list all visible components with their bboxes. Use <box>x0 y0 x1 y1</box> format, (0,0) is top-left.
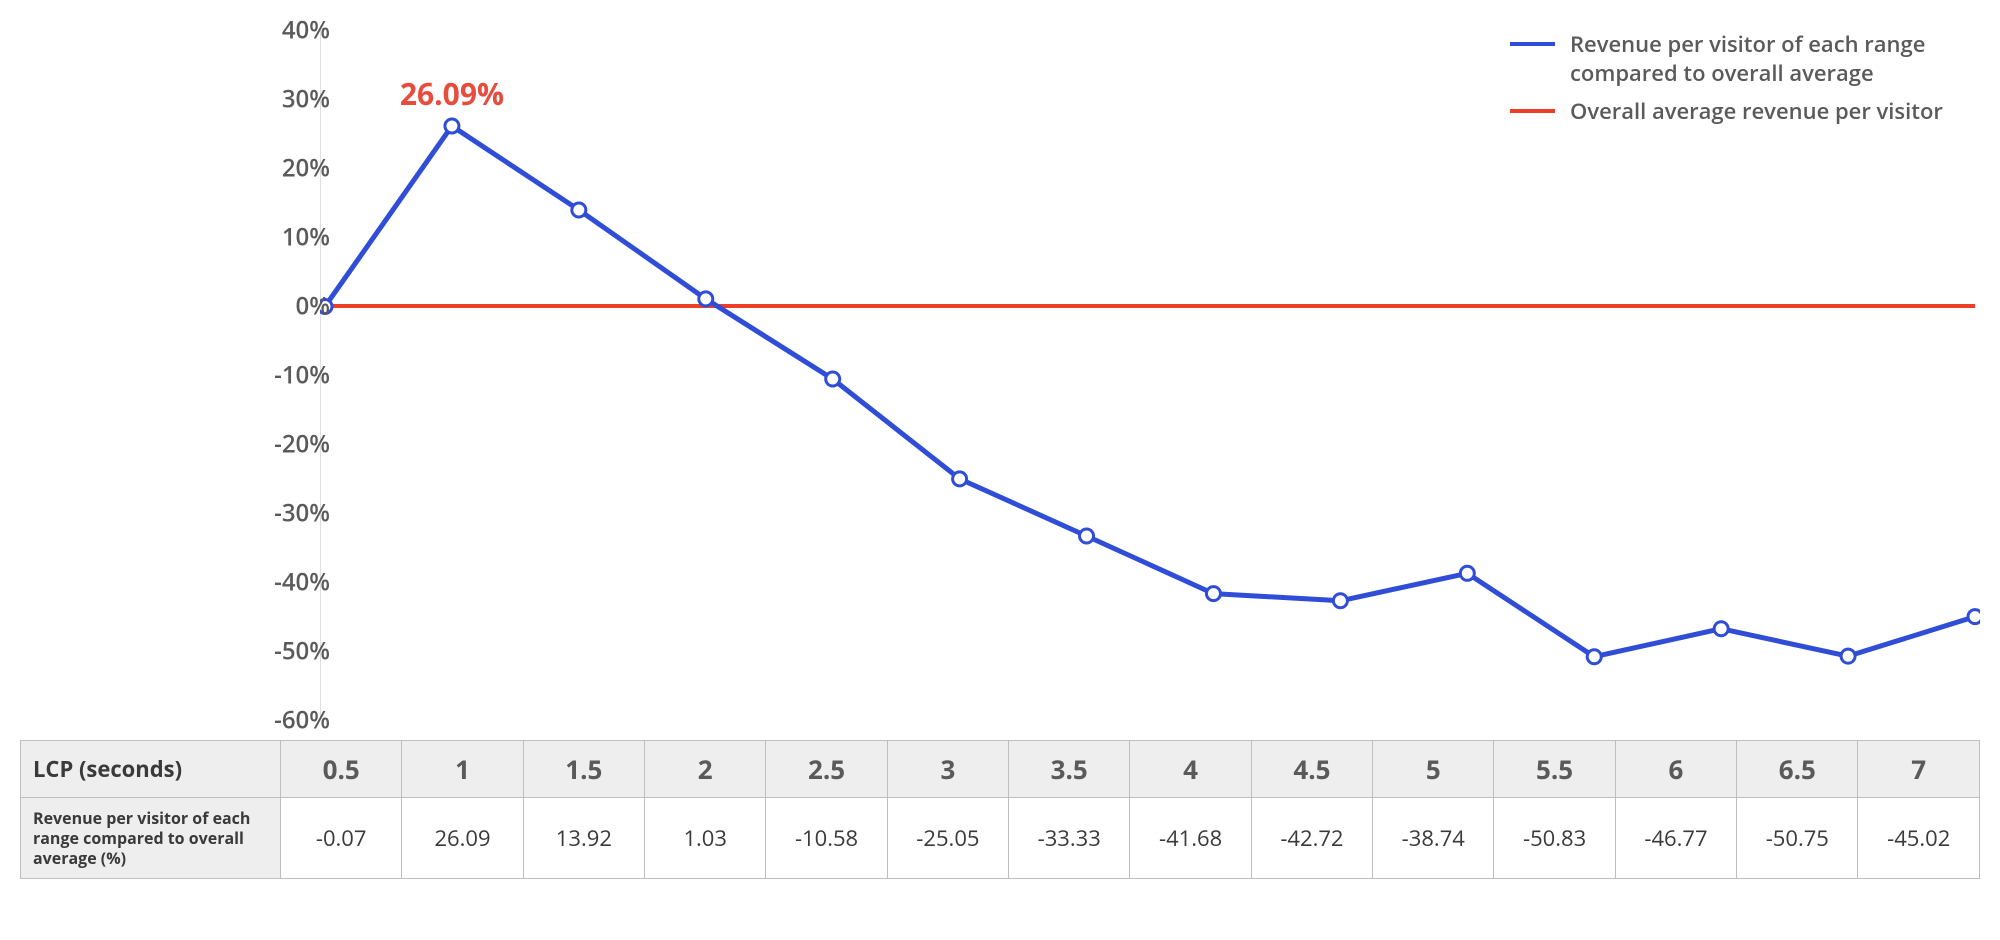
chart-svg <box>320 30 1980 720</box>
y-tick-label: 10% <box>250 221 330 254</box>
revenue-value-cell: -25.05 <box>887 798 1008 879</box>
chart-container: Revenue per visitor of each range compar… <box>0 0 2000 940</box>
lcp-header-cell: 1 <box>402 741 523 798</box>
y-tick-label: 20% <box>250 152 330 185</box>
lcp-header-cell: 5 <box>1373 741 1494 798</box>
lcp-header-cell: 7 <box>1858 741 1980 798</box>
lcp-header-cell: 5.5 <box>1494 741 1615 798</box>
lcp-header-cell: 0.5 <box>281 741 402 798</box>
revenue-value-cell: 13.92 <box>523 798 644 879</box>
lcp-header-cell: 4.5 <box>1251 741 1372 798</box>
y-tick-label: 0% <box>250 290 330 323</box>
lcp-header-cell: 4 <box>1130 741 1251 798</box>
revenue-value-cell: 26.09 <box>402 798 523 879</box>
data-point <box>572 203 586 217</box>
data-point <box>1206 587 1220 601</box>
data-point <box>1333 594 1347 608</box>
y-tick-label: -60% <box>250 704 330 737</box>
y-tick-label: 40% <box>250 14 330 47</box>
table-row-values: Revenue per visitor of each range compar… <box>21 798 1980 879</box>
lcp-header-cell: 1.5 <box>523 741 644 798</box>
chart-plot-area: 26.09% <box>320 30 1980 720</box>
revenue-value-cell: -38.74 <box>1373 798 1494 879</box>
y-tick-label: 30% <box>250 83 330 116</box>
revenue-value-cell: -41.68 <box>1130 798 1251 879</box>
peak-annotation: 26.09% <box>400 73 504 114</box>
data-table-wrap: LCP (seconds) 0.511.522.533.544.555.566.… <box>20 740 1980 879</box>
y-tick-label: -30% <box>250 497 330 530</box>
data-point <box>1080 529 1094 543</box>
row-header-lcp: LCP (seconds) <box>21 741 281 798</box>
lcp-header-cell: 6.5 <box>1737 741 1858 798</box>
table-row-header: LCP (seconds) 0.511.522.533.544.555.566.… <box>21 741 1980 798</box>
revenue-value-cell: 1.03 <box>645 798 766 879</box>
data-point <box>699 292 713 306</box>
revenue-value-cell: -33.33 <box>1009 798 1130 879</box>
row-header-revenue: Revenue per visitor of each range compar… <box>21 798 281 879</box>
revenue-value-cell: -46.77 <box>1615 798 1736 879</box>
lcp-header-cell: 3.5 <box>1009 741 1130 798</box>
y-tick-label: -40% <box>250 566 330 599</box>
data-point <box>445 119 459 133</box>
data-point <box>1968 610 1980 624</box>
revenue-value-cell: -0.07 <box>281 798 402 879</box>
revenue-value-cell: -45.02 <box>1858 798 1980 879</box>
data-point <box>1460 566 1474 580</box>
y-tick-label: -20% <box>250 428 330 461</box>
revenue-value-cell: -50.83 <box>1494 798 1615 879</box>
revenue-value-cell: -50.75 <box>1737 798 1858 879</box>
lcp-header-cell: 3 <box>887 741 1008 798</box>
data-point <box>1587 650 1601 664</box>
revenue-value-cell: -42.72 <box>1251 798 1372 879</box>
data-point <box>1714 622 1728 636</box>
data-point <box>953 472 967 486</box>
data-point <box>1841 649 1855 663</box>
data-table: LCP (seconds) 0.511.522.533.544.555.566.… <box>20 740 1980 879</box>
lcp-header-cell: 2 <box>645 741 766 798</box>
lcp-header-cell: 6 <box>1615 741 1736 798</box>
data-point <box>826 372 840 386</box>
y-tick-label: -50% <box>250 635 330 668</box>
revenue-value-cell: -10.58 <box>766 798 887 879</box>
lcp-header-cell: 2.5 <box>766 741 887 798</box>
y-tick-label: -10% <box>250 359 330 392</box>
